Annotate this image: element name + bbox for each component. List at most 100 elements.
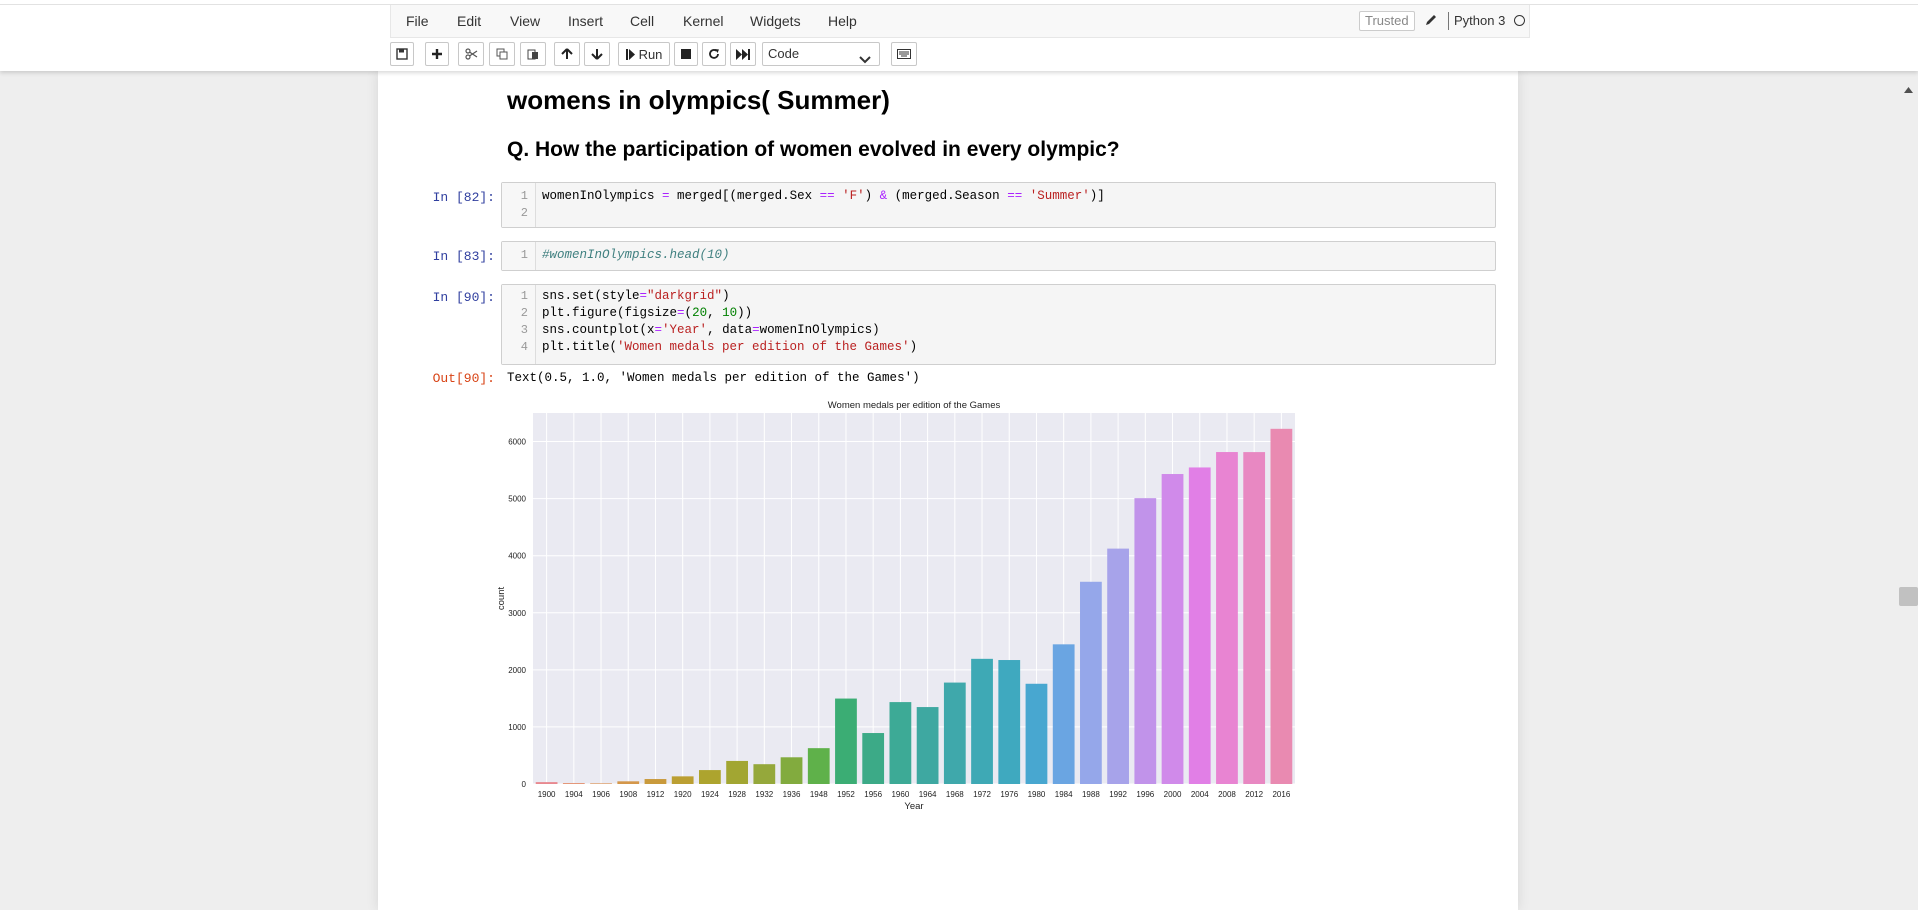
menu-bar: File Edit View Insert Cell Kernel Widget… [390,5,1530,38]
cell-prompt: In [83]: [432,249,495,264]
menu-file[interactable]: File [406,13,429,29]
add-cell-button[interactable] [425,42,449,66]
kernel-idle-icon [1514,15,1525,26]
copy-button[interactable] [489,42,515,66]
bar [780,757,803,784]
line-number: 3 [520,323,528,337]
bar [671,776,694,784]
x-tick-label: 1928 [728,790,746,799]
code-line: plt.title('Women medals per edition of t… [542,340,918,354]
bar [1134,498,1157,784]
scroll-up-arrow-icon[interactable] [1904,80,1913,98]
line-number: 2 [520,206,528,220]
line-number-gutter [502,183,536,227]
cell-prompt: In [82]: [432,190,495,205]
x-tick-label: 1952 [837,790,855,799]
menu-edit[interactable]: Edit [457,13,482,29]
line-number-gutter [502,285,536,364]
bar [971,658,993,784]
interrupt-button[interactable] [674,42,698,66]
cut-button[interactable] [458,42,484,66]
bar [998,660,1021,784]
menu-help[interactable]: Help [828,13,857,29]
save-button[interactable] [390,42,414,66]
x-tick-label: 2012 [1245,790,1263,799]
countplot-chart: Women medals per edition of the Games 0 1… [496,400,1295,812]
menu-widgets[interactable]: Widgets [750,13,801,29]
bar [562,783,585,784]
menu-view[interactable]: View [510,13,541,29]
x-tick-label: 1932 [755,790,773,799]
fast-forward-icon [736,48,750,60]
plus-icon [431,48,443,60]
cell-prompt: In [90]: [432,290,495,305]
code-cell[interactable]: 1 #womenInOlympics.head(10) [501,241,1496,271]
x-tick-label: 1912 [647,790,665,799]
x-tick-label: 1968 [946,790,964,799]
kernel-name[interactable]: Python 3 [1454,13,1506,28]
x-tick-label: 2016 [1272,790,1290,799]
run-button[interactable]: Run [618,42,670,66]
bar [1243,452,1266,784]
bar [726,760,748,784]
menu-kernel[interactable]: Kernel [683,13,724,29]
output-text: Text(0.5, 1.0, 'Women medals per edition… [507,371,920,385]
y-axis-label: count [496,587,507,611]
code-line: #womenInOlympics.head(10) [542,248,730,262]
x-tick-label: 1964 [919,790,937,799]
chevron-down-icon [859,49,871,71]
page-scrollbar[interactable] [1896,71,1918,910]
code-line: womenInOlympics = merged[(merged.Sex == … [542,189,1105,203]
code-cell[interactable]: 1 womenInOlympics = merged[(merged.Sex ==… [501,182,1496,228]
bar [1107,548,1129,784]
x-tick-label: 2000 [1164,790,1182,799]
bar [644,779,667,784]
x-tick-label: 1924 [701,790,719,799]
y-tick-label: 2000 [508,666,526,675]
move-down-button[interactable] [584,42,610,66]
command-palette-button[interactable] [891,42,917,66]
scrollbar-thumb[interactable] [1899,587,1918,606]
y-tick-label: 5000 [508,495,526,504]
move-up-button[interactable] [554,42,580,66]
bar [943,682,966,784]
y-tick-label: 4000 [508,552,526,561]
x-tick-label: 1936 [783,790,801,799]
cell-type-select[interactable]: Code [762,42,880,66]
trusted-badge[interactable]: Trusted [1359,11,1415,31]
x-tick-label: 1920 [674,790,692,799]
menu-insert[interactable]: Insert [568,13,604,29]
header-divider [0,4,1918,5]
x-tick-label: 2008 [1218,790,1236,799]
x-tick-label: 1992 [1109,790,1127,799]
code-line: sns.countplot(x='Year', data=womenInOlym… [542,323,880,337]
bar [1052,644,1075,784]
restart-button[interactable] [702,42,726,66]
restart-run-all-button[interactable] [730,42,756,66]
paste-icon [527,48,539,60]
copy-icon [496,48,508,60]
restart-icon [708,48,720,60]
bar [916,707,939,784]
code-cell[interactable]: 1 sns.set(style="darkgrid") 2 plt.figure(f… [501,284,1496,365]
menu-cell[interactable]: Cell [630,13,655,29]
line-number: 1 [520,189,528,203]
x-tick-label: 1984 [1055,790,1073,799]
y-tick-label: 6000 [508,438,526,447]
arrow-up-icon [561,48,573,60]
bar [1188,467,1211,784]
bar [835,698,857,784]
keyboard-icon [897,49,911,59]
scissors-icon [464,48,478,60]
save-icon [396,48,408,60]
chart-title: Women medals per edition of the Games [828,400,1001,411]
paste-button[interactable] [520,42,546,66]
x-tick-label: 2004 [1191,790,1209,799]
x-tick-label: 1908 [619,790,637,799]
bar [807,748,830,784]
kernel-separator [1448,12,1449,30]
pencil-icon[interactable] [1425,13,1438,29]
x-tick-label: 1972 [973,790,991,799]
x-tick-label: 1996 [1136,790,1154,799]
x-tick-label: 1956 [864,790,882,799]
